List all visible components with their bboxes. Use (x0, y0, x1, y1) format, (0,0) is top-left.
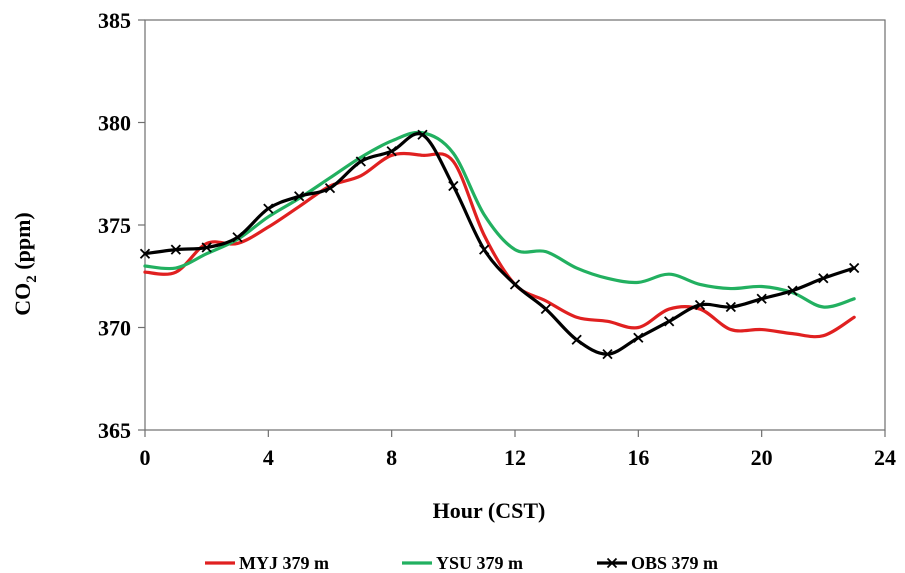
data-point-obs (201, 242, 212, 253)
y-axis-label: CO2 (ppm) (10, 212, 40, 315)
data-point-obs (787, 285, 798, 296)
x-tick-label: 8 (386, 445, 397, 470)
data-point-obs-stroke (509, 279, 521, 290)
data-point-obs-stroke (479, 244, 490, 255)
y-axis-label-tail: (ppm) (10, 212, 35, 275)
data-point-obs (509, 279, 521, 290)
data-point-obs (294, 191, 305, 202)
data-point-obs-stroke (602, 349, 613, 360)
y-axis-label-main: CO (10, 283, 35, 316)
data-point-obs-stroke (694, 299, 706, 311)
data-point-obs-stroke (787, 285, 798, 296)
data-point-obs (756, 293, 767, 304)
data-point-obs-stroke (263, 203, 274, 214)
y-tick-label: 380 (98, 111, 131, 136)
data-point-obs-stroke (725, 301, 736, 313)
data-point-obs-stroke (386, 146, 397, 157)
data-point-obs (386, 146, 397, 157)
x-tick-label: 16 (627, 445, 649, 470)
data-point-obs (232, 232, 243, 243)
y-axis-label-subscript: 2 (24, 275, 40, 283)
x-tick-label: 12 (504, 445, 526, 470)
data-point-obs (479, 244, 490, 255)
data-point-obs (540, 303, 551, 315)
legend-label-myj: MYJ 379 m (239, 553, 329, 573)
y-tick-label: 370 (98, 316, 131, 341)
x-axis-label: Hour (CST) (433, 498, 546, 523)
data-point-obs (664, 316, 675, 327)
data-point-obs-stroke (633, 332, 644, 343)
data-point-obs (818, 273, 829, 284)
x-tick-label: 20 (751, 445, 773, 470)
legend-label-ysu: YSU 379 m (436, 553, 523, 573)
data-point-obs (571, 334, 582, 345)
legend-item-ysu: YSU 379 m (402, 553, 523, 573)
legend-marker-obs (606, 557, 618, 569)
data-point-obs-stroke (232, 232, 243, 243)
data-point-obs (602, 349, 613, 360)
legend-marker-obs-stroke (606, 557, 618, 569)
data-point-obs-stroke (170, 244, 181, 255)
data-point-obs-stroke (139, 248, 151, 259)
data-point-obs (849, 262, 860, 274)
data-point-obs (139, 248, 151, 259)
data-point-obs (355, 156, 366, 167)
data-point-obs (263, 203, 274, 214)
plot-area (144, 19, 886, 431)
legend-label-obs: OBS 379 m (631, 553, 718, 573)
data-point-obs (448, 180, 459, 192)
legend: MYJ 379 m YSU 379 m OBS 379 m (205, 553, 718, 573)
data-point-obs-stroke (324, 182, 336, 194)
legend-item-obs: OBS 379 m (597, 553, 718, 573)
data-point-obs-stroke (448, 180, 459, 192)
data-point-obs-stroke (417, 129, 428, 140)
series-line-ysu (143, 130, 856, 309)
data-point-obs-stroke (540, 303, 551, 315)
data-point-obs (170, 244, 181, 255)
x-tick-label: 0 (140, 445, 151, 470)
data-point-obs-stroke (849, 262, 860, 274)
y-tick-label: 375 (98, 213, 131, 238)
data-point-obs-stroke (664, 316, 675, 327)
data-point-obs-stroke (294, 191, 305, 202)
data-point-obs (725, 301, 736, 313)
data-point-obs-stroke (355, 156, 366, 167)
data-point-obs (417, 129, 428, 140)
legend-item-myj: MYJ 379 m (205, 553, 329, 573)
y-tick-label: 385 (98, 8, 131, 33)
x-tick-label: 4 (263, 445, 274, 470)
series-layer (139, 129, 860, 360)
series-line-myj (143, 151, 856, 339)
data-point-obs (324, 182, 336, 194)
data-point-obs-stroke (201, 242, 212, 253)
x-tick-label: 24 (874, 445, 896, 470)
data-point-obs (633, 332, 644, 343)
data-point-obs-stroke (818, 273, 829, 284)
y-tick-label: 365 (98, 418, 131, 443)
data-point-obs (694, 299, 706, 311)
data-point-obs-stroke (571, 334, 582, 345)
plot-border (144, 19, 886, 431)
axes-layer: 365 370 375 380 385 0 4 8 12 16 20 24 (98, 8, 896, 470)
data-point-obs-stroke (756, 293, 767, 304)
